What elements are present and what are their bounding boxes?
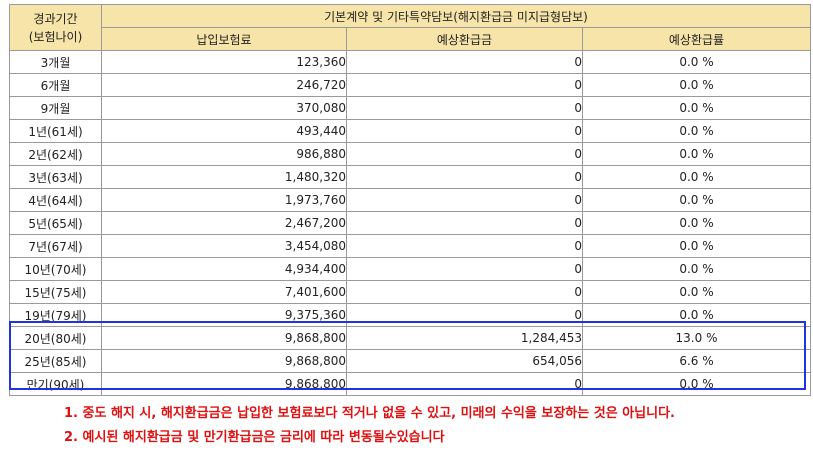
premium-cell: 4,934,400 xyxy=(101,257,347,281)
period-cell: 2년(62세) xyxy=(9,142,102,166)
refund-column-header: 예상환급금 xyxy=(346,27,583,51)
table-row: 15년(75세) 7,401,600 0 0.0 % xyxy=(9,280,811,304)
refund-cell: 0 xyxy=(346,280,583,304)
period-header: 경과기간 (보험나이) xyxy=(9,4,102,51)
refund-cell: 0 xyxy=(346,257,583,281)
note-1: 1. 중도 해지 시, 해지환급금은 납입한 보험료보다 적거나 없을 수 있고… xyxy=(64,406,675,421)
table-row: 25년(85세) 9,868,800 654,056 6.6 % xyxy=(9,349,811,373)
rate-cell: 0.0 % xyxy=(582,165,811,189)
premium-cell: 986,880 xyxy=(101,142,347,166)
period-cell: 19년(79세) xyxy=(9,303,102,327)
rate-cell: 0.0 % xyxy=(582,119,811,143)
rate-cell: 0.0 % xyxy=(582,73,811,97)
rate-cell: 0.0 % xyxy=(582,96,811,120)
premium-cell: 246,720 xyxy=(101,73,347,97)
table-row: 6개월 246,720 0 0.0 % xyxy=(9,73,811,97)
rate-cell: 0.0 % xyxy=(582,211,811,235)
rate-cell: 13.0 % xyxy=(582,326,811,350)
refund-cell: 0 xyxy=(346,372,583,396)
refund-cell: 1,284,453 xyxy=(346,326,583,350)
refund-cell: 0 xyxy=(346,96,583,120)
rate-cell: 0.0 % xyxy=(582,142,811,166)
premium-cell: 493,440 xyxy=(101,119,347,143)
rate-cell: 0.0 % xyxy=(582,188,811,212)
table-row: 19년(79세) 9,375,360 0 0.0 % xyxy=(9,303,811,327)
table-row: 만기(90세) 9,868,800 0 0.0 % xyxy=(9,372,811,396)
premium-cell: 123,360 xyxy=(101,50,347,74)
refund-cell: 0 xyxy=(346,50,583,74)
premium-cell: 7,401,600 xyxy=(101,280,347,304)
period-header-line2: (보험나이) xyxy=(28,29,83,44)
period-cell: 15년(75세) xyxy=(9,280,102,304)
table-row: 2년(62세) 986,880 0 0.0 % xyxy=(9,142,811,166)
table-row: 10년(70세) 4,934,400 0 0.0 % xyxy=(9,257,811,281)
table-row: 3개월 123,360 0 0.0 % xyxy=(9,50,811,74)
rate-cell: 0.0 % xyxy=(582,280,811,304)
refund-cell: 654,056 xyxy=(346,349,583,373)
rate-cell: 6.6 % xyxy=(582,349,811,373)
refund-cell: 0 xyxy=(346,303,583,327)
period-cell: 7년(67세) xyxy=(9,234,102,258)
table-row: 4년(64세) 1,973,760 0 0.0 % xyxy=(9,188,811,212)
premium-column-header: 납입보험료 xyxy=(101,27,347,51)
table-row: 20년(80세) 9,868,800 1,284,453 13.0 % xyxy=(9,326,811,350)
rate-cell: 0.0 % xyxy=(582,372,811,396)
rate-cell: 0.0 % xyxy=(582,303,811,327)
period-cell: 3개월 xyxy=(9,50,102,74)
rate-cell: 0.0 % xyxy=(582,234,811,258)
premium-cell: 3,454,080 xyxy=(101,234,347,258)
premium-cell: 1,973,760 xyxy=(101,188,347,212)
period-cell: 25년(85세) xyxy=(9,349,102,373)
refund-table: 경과기간 (보험나이) 기본계약 및 기타특약담보(해지환급금 미지급형담보) … xyxy=(9,4,811,396)
notes: 1. 중도 해지 시, 해지환급금은 납입한 보험료보다 적거나 없을 수 있고… xyxy=(64,402,675,450)
group-header: 기본계약 및 기타특약담보(해지환급금 미지급형담보) xyxy=(101,4,811,28)
refund-cell: 0 xyxy=(346,165,583,189)
period-cell: 9개월 xyxy=(9,96,102,120)
period-cell: 6개월 xyxy=(9,73,102,97)
refund-cell: 0 xyxy=(346,73,583,97)
premium-cell: 9,375,360 xyxy=(101,303,347,327)
period-header-line1: 경과기간 xyxy=(33,11,78,26)
premium-cell: 2,467,200 xyxy=(101,211,347,235)
rate-cell: 0.0 % xyxy=(582,50,811,74)
period-cell: 4년(64세) xyxy=(9,188,102,212)
premium-cell: 9,868,800 xyxy=(101,326,347,350)
table-row: 9개월 370,080 0 0.0 % xyxy=(9,96,811,120)
rate-column-header: 예상환급률 xyxy=(582,27,811,51)
table-row: 1년(61세) 493,440 0 0.0 % xyxy=(9,119,811,143)
period-cell: 10년(70세) xyxy=(9,257,102,281)
table-row: 3년(63세) 1,480,320 0 0.0 % xyxy=(9,165,811,189)
period-cell: 5년(65세) xyxy=(9,211,102,235)
premium-cell: 1,480,320 xyxy=(101,165,347,189)
premium-cell: 9,868,800 xyxy=(101,349,347,373)
period-cell: 만기(90세) xyxy=(9,372,102,396)
refund-cell: 0 xyxy=(346,188,583,212)
note-2: 2. 예시된 해지환급금 및 만기환급금은 금리에 따라 변동될수있습니다 xyxy=(64,430,445,445)
table-row: 7년(67세) 3,454,080 0 0.0 % xyxy=(9,234,811,258)
table-row: 5년(65세) 2,467,200 0 0.0 % xyxy=(9,211,811,235)
period-cell: 1년(61세) xyxy=(9,119,102,143)
refund-cell: 0 xyxy=(346,142,583,166)
period-cell: 20년(80세) xyxy=(9,326,102,350)
refund-cell: 0 xyxy=(346,119,583,143)
refund-cell: 0 xyxy=(346,211,583,235)
period-cell: 3년(63세) xyxy=(9,165,102,189)
rate-cell: 0.0 % xyxy=(582,257,811,281)
premium-cell: 370,080 xyxy=(101,96,347,120)
refund-cell: 0 xyxy=(346,234,583,258)
premium-cell: 9,868,800 xyxy=(101,372,347,396)
